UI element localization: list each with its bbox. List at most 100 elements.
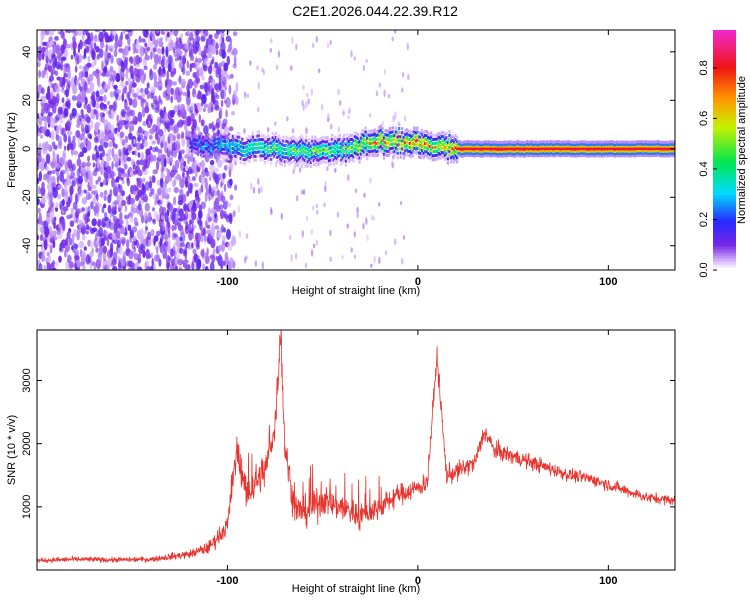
spectral-cell	[341, 136, 344, 140]
spectral-cell	[427, 143, 430, 147]
spectral-cell	[303, 158, 306, 162]
spectral-cell	[390, 130, 393, 134]
noise-speckle	[187, 156, 190, 165]
noise-speckle	[46, 173, 52, 184]
noise-speckle	[37, 124, 40, 134]
spectral-cell	[267, 158, 270, 162]
noise-speckle	[270, 38, 273, 44]
spectral-cell	[404, 129, 407, 133]
spectral-cell	[648, 142, 651, 146]
spectral-cell	[379, 144, 382, 148]
noise-speckle	[56, 174, 60, 184]
colorbar-swatch	[713, 141, 736, 145]
spectral-cell	[646, 151, 649, 155]
spectral-cell	[635, 140, 638, 144]
spectral-cell	[660, 143, 663, 147]
noise-speckle	[169, 109, 176, 115]
noise-speckle	[91, 227, 98, 232]
spectral-cell	[308, 158, 311, 161]
spectral-cell	[481, 154, 485, 158]
spectral-cell	[273, 142, 276, 146]
spectral-cell	[417, 135, 421, 139]
colorbar-swatch	[713, 69, 736, 73]
noise-speckle	[90, 32, 94, 42]
spectral-cell	[222, 135, 226, 139]
noise-speckle	[290, 65, 293, 72]
spectral-cell	[408, 137, 411, 141]
spectral-cell	[364, 126, 367, 130]
spectral-cell	[559, 140, 562, 144]
spectral-cell	[570, 143, 573, 147]
spectral-cell	[420, 132, 424, 136]
spectral-cell	[658, 151, 661, 155]
noise-speckle	[68, 238, 73, 246]
noise-speckle	[95, 247, 99, 253]
spectral-cell	[663, 143, 666, 147]
spectral-cell	[614, 143, 617, 147]
colorbar-swatch	[713, 264, 736, 268]
snr-series-line	[37, 330, 675, 564]
spectral-cell	[638, 142, 641, 146]
noise-speckle	[92, 98, 96, 108]
spectral-cell	[451, 151, 454, 155]
spectral-cell	[468, 149, 471, 153]
spectral-cell	[535, 151, 538, 155]
spectral-cell	[459, 142, 462, 146]
spectral-cell	[637, 142, 640, 146]
noise-speckle	[55, 44, 61, 54]
spectral-cell	[503, 144, 506, 148]
spectral-cell	[387, 141, 390, 145]
spectral-cell	[638, 153, 641, 157]
spectral-cell	[192, 138, 195, 142]
colorbar-swatch	[713, 231, 736, 235]
spectral-cell	[236, 135, 239, 139]
noise-speckle	[130, 56, 134, 65]
spectral-cell	[579, 144, 582, 148]
spectral-cell	[600, 154, 603, 158]
spectral-cell	[571, 152, 574, 156]
noise-speckle	[132, 110, 136, 121]
spectral-cell	[567, 151, 570, 155]
spectral-cell	[321, 155, 325, 159]
noise-speckle	[110, 55, 114, 64]
spectral-cell	[634, 152, 637, 156]
spectral-cell	[398, 127, 401, 130]
spectral-cell	[215, 137, 218, 141]
spectral-cell	[548, 145, 552, 149]
spectral-cell	[233, 150, 236, 154]
spectral-cell	[478, 145, 481, 149]
spectral-cell	[291, 135, 294, 139]
spectral-cell	[349, 150, 352, 154]
spectral-cell	[268, 145, 271, 149]
noise-speckle	[60, 219, 66, 227]
spectral-cell	[360, 140, 363, 144]
spectral-cell	[318, 149, 322, 153]
spectral-cell	[317, 154, 320, 158]
spectral-cell	[363, 146, 366, 150]
colorbar-swatch	[713, 81, 736, 85]
noise-speckle	[70, 207, 75, 214]
spectral-cell	[556, 151, 559, 155]
spectral-cell	[641, 140, 645, 144]
noise-speckle	[145, 101, 149, 108]
noise-speckle	[40, 134, 44, 139]
spectral-cell	[536, 154, 539, 158]
noise-speckle	[144, 43, 148, 48]
noise-speckle	[156, 135, 161, 145]
spectral-cell	[424, 154, 427, 158]
spectral-cell	[602, 151, 605, 155]
spectral-cell	[600, 152, 603, 156]
spectral-cell	[280, 155, 283, 159]
spectral-cell	[471, 149, 474, 153]
noise-speckle	[163, 240, 169, 247]
noise-speckle	[210, 238, 216, 249]
spectral-cell	[440, 134, 443, 138]
spectral-cell	[582, 140, 585, 144]
noise-speckle	[324, 181, 327, 186]
spectral-cell	[616, 140, 619, 144]
spectral-cell	[667, 149, 670, 153]
spectral-cell	[460, 152, 463, 156]
noise-speckle	[181, 228, 185, 239]
noise-speckle	[195, 76, 201, 84]
spectral-cell	[468, 154, 471, 158]
